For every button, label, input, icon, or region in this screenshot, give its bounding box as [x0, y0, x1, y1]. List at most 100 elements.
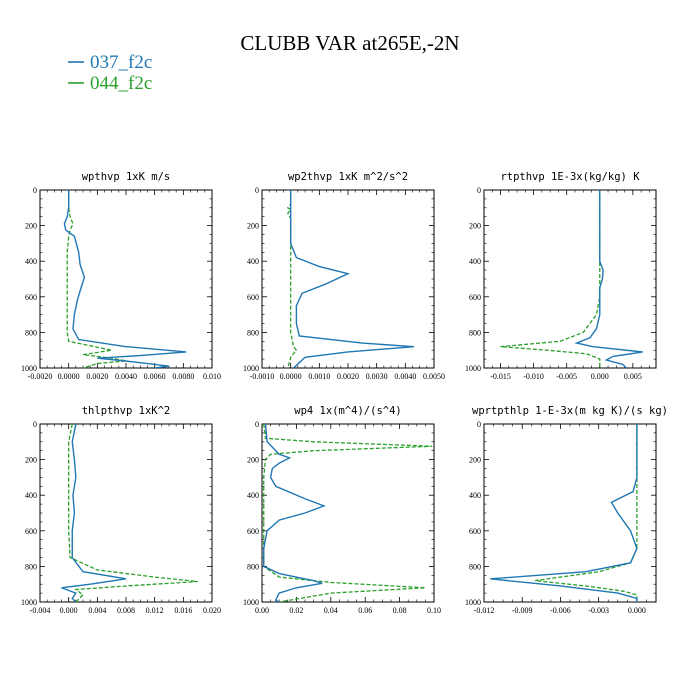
- xtick-label: 0.016: [174, 606, 192, 615]
- ytick-label: 400: [247, 257, 259, 266]
- ytick-label: 600: [247, 527, 259, 536]
- ytick-label: 1000: [243, 598, 259, 607]
- xtick-label: 0.0020: [337, 372, 359, 381]
- ytick-label: 1000: [465, 598, 481, 607]
- ytick-label: 0: [33, 186, 37, 195]
- xtick-label: 0.005: [624, 372, 642, 381]
- ytick-label: 200: [247, 222, 259, 231]
- series-line-037-f2c: [63, 190, 187, 368]
- xtick-label: 0.0000: [58, 372, 80, 381]
- xtick-label: 0.0040: [115, 372, 137, 381]
- ytick-label: 600: [25, 527, 37, 536]
- panel-frame-5: [483, 423, 657, 603]
- series-line-044-f2c: [263, 424, 433, 602]
- series-line-044-f2c: [66, 190, 127, 368]
- series-line-037-f2c: [61, 424, 127, 602]
- xtick-label: 0.008: [117, 606, 135, 615]
- panel-3: thlpthvp 1xK^2 -0.004 0.000 0.004 0.008 0.012…: [21, 405, 221, 615]
- ytick-label: 600: [25, 293, 37, 302]
- panel-5: wprtpthlp 1-E-3x(m kg K)/(s kg) -0.012 -0.…: [465, 405, 668, 615]
- xtick-label: 0.00: [255, 606, 269, 615]
- panels: wpthvp 1xK m/s-0.0020 0.0000 0.0020 0.0040 0…: [21, 171, 668, 615]
- panel-4: wp4 1x(m^4)/(s^4) 0.00 0.02 0.04 0.06 0.08 0.1…: [243, 405, 441, 615]
- series-line-044-f2c: [534, 424, 638, 602]
- ytick-label: 600: [469, 527, 481, 536]
- ytick-label: 1000: [243, 364, 259, 373]
- ytick-label: 1000: [21, 598, 37, 607]
- panel-title-0: wpthvp 1xK m/s: [82, 171, 171, 183]
- xtick-label: 0.0080: [172, 372, 194, 381]
- panel-title-2: rtpthvp 1E-3x(kg/kg) K: [500, 171, 640, 183]
- ytick-label: 800: [25, 328, 37, 337]
- xtick-label: -0.009: [512, 606, 533, 615]
- xtick-label: 0.0050: [423, 372, 445, 381]
- series-line-044-f2c: [286, 190, 298, 368]
- panel-2: rtpthvp 1E-3x(kg/kg) K -0.015 -0.010 -0.005…: [465, 171, 657, 381]
- xtick-label: 0.04: [324, 606, 338, 615]
- ytick-label: 800: [469, 328, 481, 337]
- xtick-label: 0.012: [146, 606, 164, 615]
- panel-title-3: thlpthvp 1xK^2: [82, 405, 171, 417]
- ytick-label: 0: [255, 186, 259, 195]
- legend-label-0: 037_f2c: [90, 52, 152, 73]
- xtick-label: -0.003: [588, 606, 609, 615]
- xtick-label: 0.0010: [308, 372, 330, 381]
- xtick-label: -0.0020: [28, 372, 53, 381]
- panel-1: wp2thvp 1xK m^2/s^2 -0.0010 0.0000 0.0010 0.…: [243, 171, 445, 381]
- xtick-label: 0.000: [591, 372, 609, 381]
- xtick-label: -0.012: [474, 606, 495, 615]
- panel-frame-2: [483, 189, 657, 369]
- ytick-label: 1000: [21, 364, 37, 373]
- ytick-label: 800: [469, 562, 481, 571]
- xtick-label: -0.006: [550, 606, 571, 615]
- xtick-label: -0.015: [490, 372, 511, 381]
- xtick-label: 0.06: [358, 606, 372, 615]
- ytick-label: 800: [25, 562, 37, 571]
- xtick-label: 0.004: [88, 606, 106, 615]
- series-line-044-f2c: [68, 424, 198, 602]
- xtick-label: 0.0040: [394, 372, 416, 381]
- panel-frame-3: [39, 423, 213, 603]
- panel-title-4: wp4 1x(m^4)/(s^4): [294, 405, 401, 417]
- ytick-label: 1000: [465, 364, 481, 373]
- xtick-label: 0.0020: [86, 372, 108, 381]
- xtick-label: 0.0030: [366, 372, 388, 381]
- xtick-label: 0.020: [203, 606, 221, 615]
- panel-title-1: wp2thvp 1xK m^2/s^2: [288, 171, 408, 183]
- xtick-label: -0.0010: [250, 372, 275, 381]
- ytick-label: 0: [477, 186, 481, 195]
- ytick-label: 400: [469, 491, 481, 500]
- panel-title-5: wprtpthlp 1-E-3x(m kg K)/(s kg): [472, 405, 668, 417]
- ytick-label: 400: [247, 491, 259, 500]
- series-line-044-f2c: [500, 190, 601, 368]
- panel-frame-0: [39, 189, 213, 369]
- ytick-label: 200: [247, 456, 259, 465]
- xtick-label: 0.010: [203, 372, 221, 381]
- ytick-label: 600: [247, 293, 259, 302]
- ytick-label: 200: [469, 222, 481, 231]
- legend-label-1: 044_f2c: [90, 73, 152, 94]
- series-line-037-f2c: [263, 424, 326, 602]
- figure-title: CLUBB VAR at265E,-2N: [240, 31, 459, 55]
- xtick-label: 0.0000: [280, 372, 302, 381]
- ytick-label: 800: [247, 328, 259, 337]
- ytick-label: 800: [247, 562, 259, 571]
- series-line-037-f2c: [574, 190, 643, 368]
- ytick-label: 200: [25, 456, 37, 465]
- ytick-label: 400: [25, 257, 37, 266]
- xtick-label: 0.0060: [144, 372, 166, 381]
- series-line-037-f2c: [289, 190, 414, 368]
- xtick-label: 0.02: [289, 606, 303, 615]
- xtick-label: 0.000: [628, 606, 646, 615]
- ytick-label: 0: [477, 420, 481, 429]
- xtick-label: -0.004: [30, 606, 51, 615]
- ytick-label: 0: [255, 420, 259, 429]
- ytick-label: 0: [33, 420, 37, 429]
- xtick-label: 0.08: [393, 606, 407, 615]
- panel-0: wpthvp 1xK m/s -0.0020 0.0000 0.0020 0.0040 0…: [21, 171, 221, 381]
- xtick-label: 0.000: [60, 606, 78, 615]
- ytick-label: 200: [469, 456, 481, 465]
- ytick-label: 400: [469, 257, 481, 266]
